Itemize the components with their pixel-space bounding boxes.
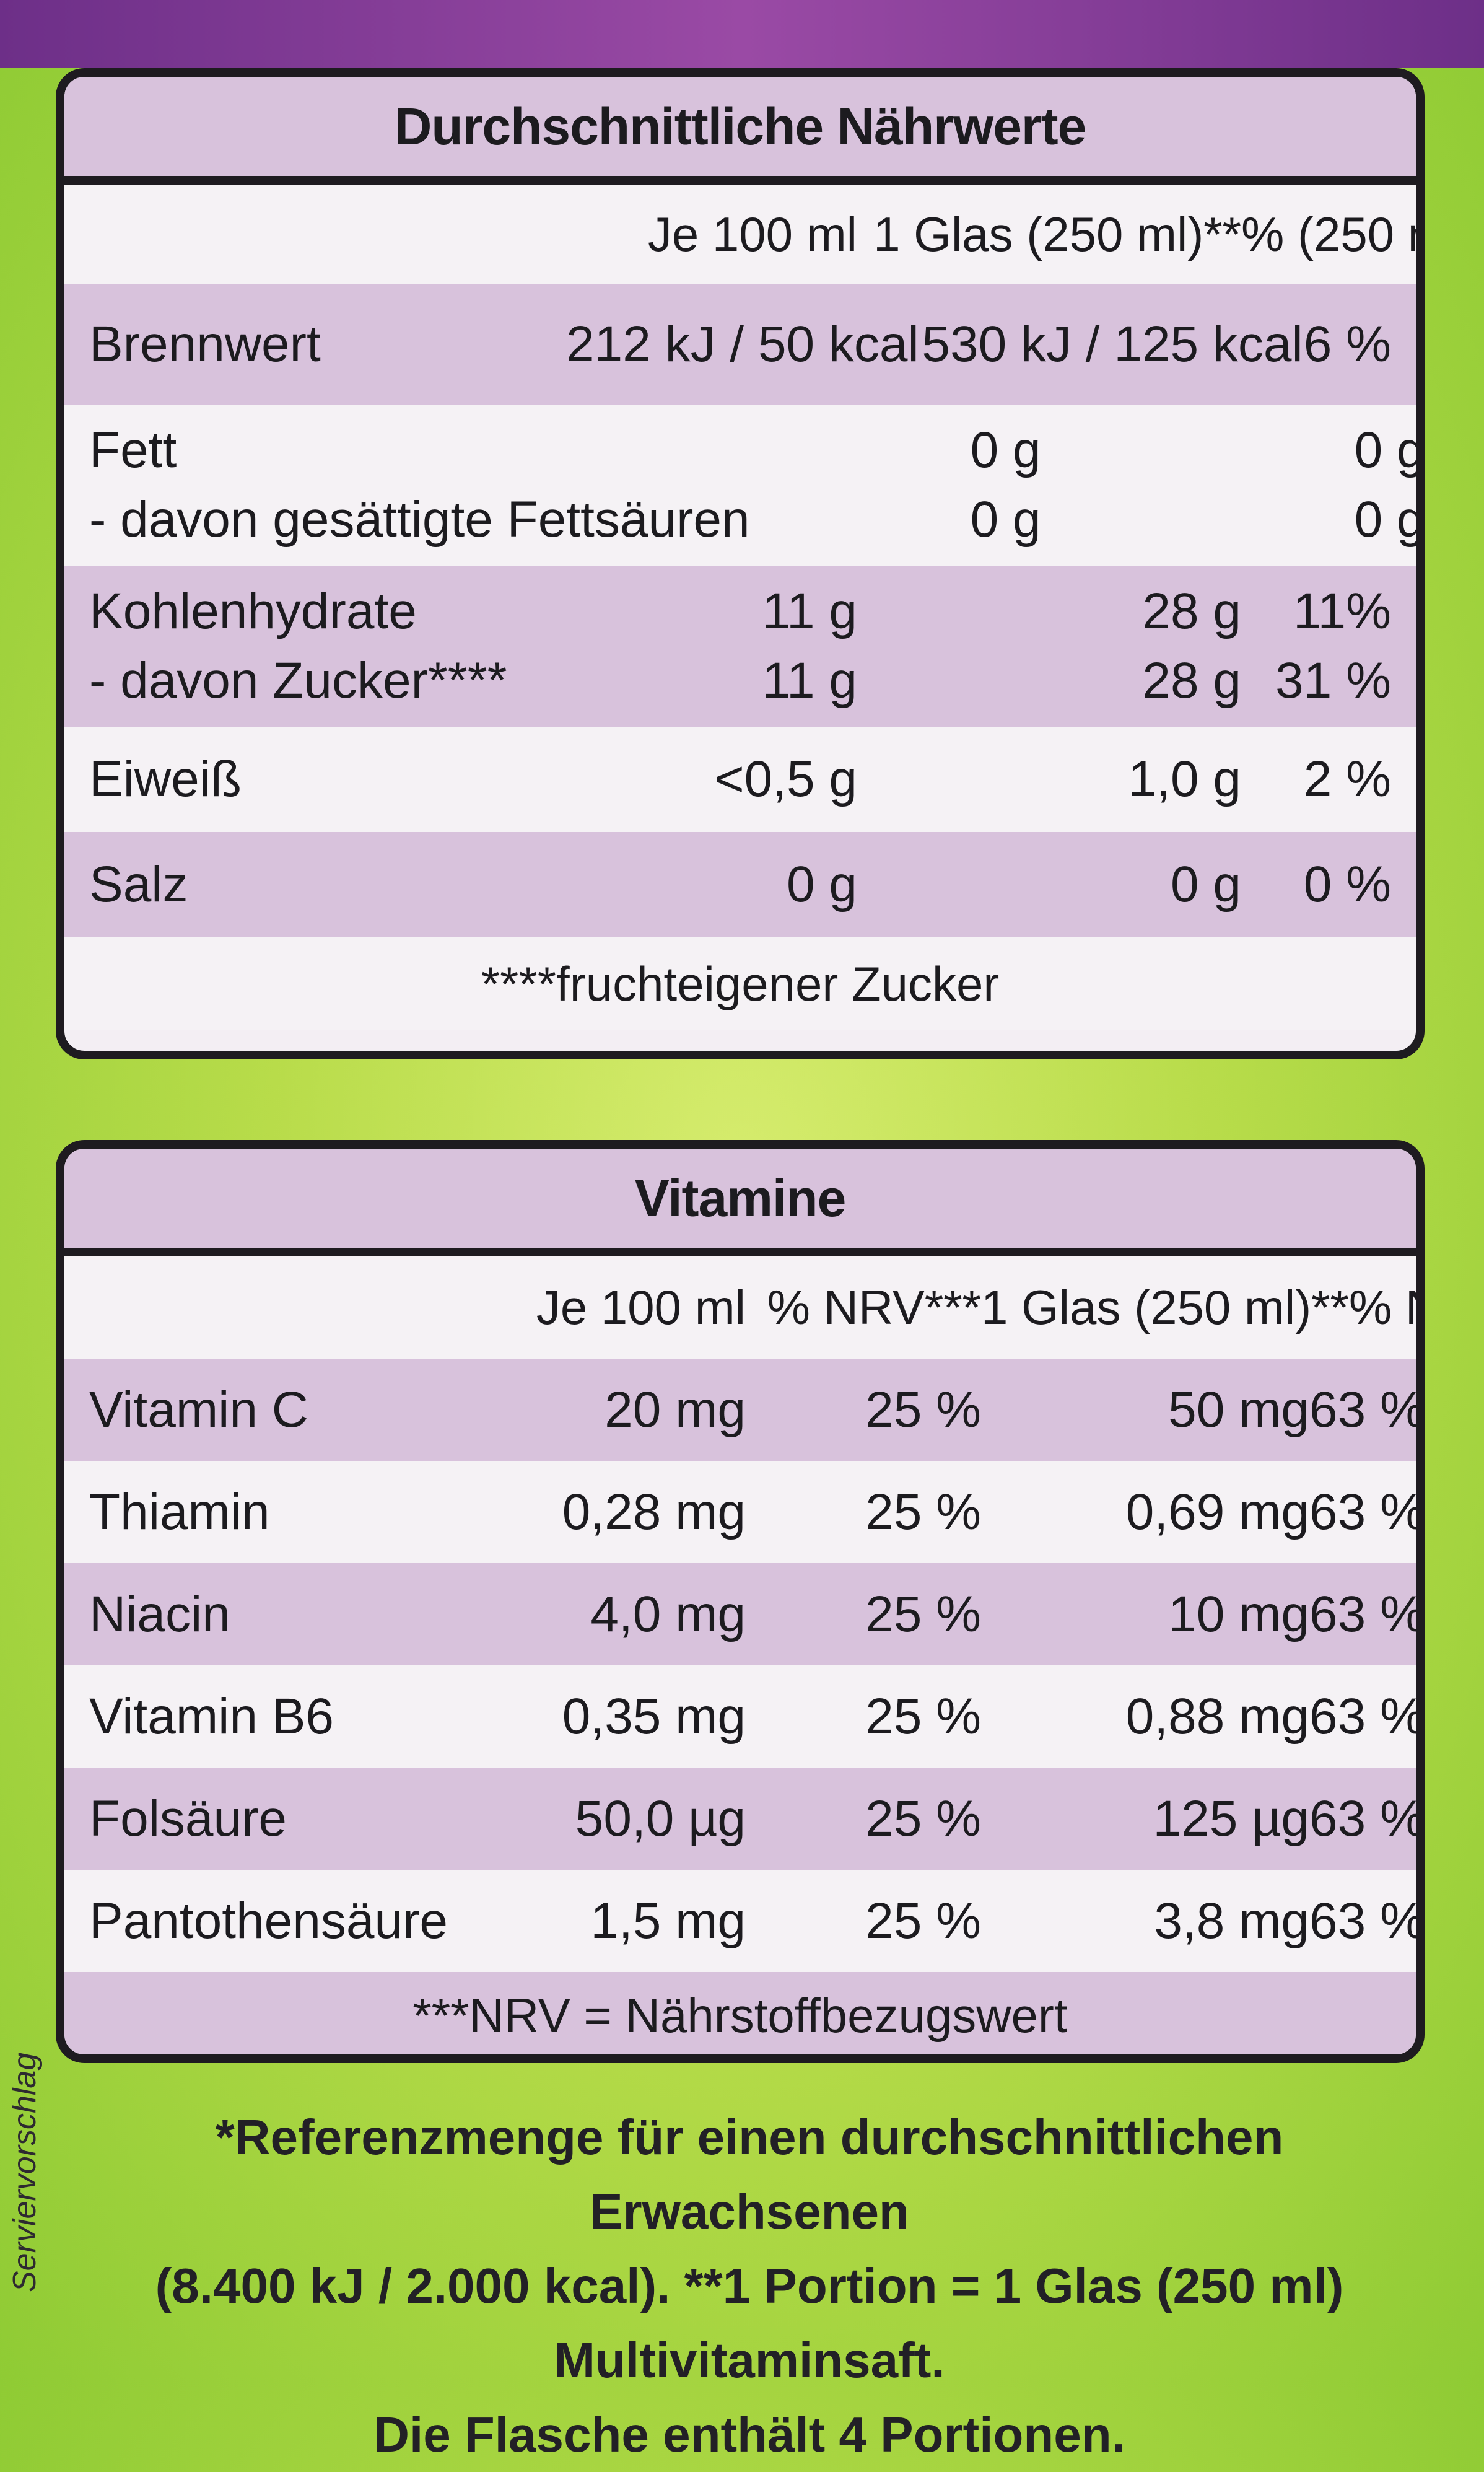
table-row: Brennwert 212 kJ / 50 kcal 530 kJ / 125 … [64,284,1416,405]
vitamin-label: Vitamin C [89,1381,308,1438]
table-row: Niacin 4,0 mg 25 % 10 mg 63 % [64,1563,1416,1665]
vitamin-label: Niacin [89,1585,230,1642]
table-row: Salz 0 g 0 g 0 % [64,832,1416,937]
header-per-glass: 1 Glas (250 ml)** [981,1280,1349,1335]
value-per-glass: 50 mg [1168,1381,1309,1438]
value-per-glass: 0 g [1171,856,1241,913]
value-nrv: 25 % [865,1381,981,1438]
value-per-100ml: 11 g [762,652,857,709]
nutrition-title: Durchschnittliche Nährwerte [64,77,1416,185]
vitamins-title: Vitamine [64,1149,1416,1256]
header-per-100ml: Je 100 ml [536,1280,746,1335]
table-row: Vitamin B6 0,35 mg 25 % 0,88 mg 63 % [64,1665,1416,1768]
value-nrv: 25 % [865,1483,981,1540]
vitamins-footnote-row: ***NRV = Nährstoffbezugswert [64,1972,1416,2054]
header-nrv: % NRV*** [767,1280,981,1335]
nutrition-footnote-row: ****fruchteigener Zucker [64,937,1416,1030]
value-per-100ml: 0,35 mg [562,1688,746,1745]
value-per-100ml: 1,5 mg [590,1892,746,1949]
value-per-100ml: 0 g [970,422,1041,478]
value-nrv: 25 % [865,1585,981,1642]
row-sublabel: - davon gesättigte Fettsäuren [89,491,750,548]
nutrition-header-row: Je 100 ml 1 Glas (250 ml)** % (250 ml)* [64,185,1416,284]
vitamins-footnote: ***NRV = Nährstoffbezugswert [412,1988,1068,2043]
value-per-glass: 530 kJ / 125 kcal [922,315,1303,372]
nutrition-footnote: ****fruchteigener Zucker [481,956,1000,1011]
row-label: Salz [89,856,188,913]
row-label: Kohlenhydrate [89,583,417,639]
value-per-100ml: 11 g [762,583,857,639]
reference-note-line: Die Flasche enthält 4 Portionen. [373,2407,1125,2462]
row-label: Eiweiß [89,751,242,807]
value-nrv-glass: 63 % [1309,1688,1425,1745]
header-per-glass: 1 Glas (250 ml)** [873,206,1241,261]
table-row-group-carbs: Kohlenhydrate - davon Zucker**** 11 g 11… [64,566,1416,727]
value-percent: 2 % [1303,751,1391,807]
value-percent: 6 % [1303,315,1391,372]
value-per-glass: 28 g [1142,652,1241,709]
value-nrv-glass: 63 % [1309,1892,1425,1949]
top-color-band [0,0,1484,68]
value-per-glass: 0 g [1354,491,1425,548]
vitamin-label: Thiamin [89,1483,270,1540]
value-per-100ml: 0 g [787,856,857,913]
value-percent: 11% [1293,583,1391,639]
header-percent: % (250 ml)* [1241,206,1416,261]
nutrition-table: Durchschnittliche Nährwerte Je 100 ml 1 … [56,68,1425,1059]
table-row-group-fat: Fett - davon gesättigte Fettsäuren 0 g 0… [64,405,1416,566]
vitamin-label: Folsäure [89,1790,287,1847]
vitamin-label: Vitamin B6 [89,1688,334,1745]
value-percent: 0 % [1303,856,1391,913]
value-per-glass: 28 g [1142,583,1241,639]
row-label: Brennwert [89,315,321,372]
value-per-glass: 125 µg [1153,1790,1309,1847]
value-per-glass: 0,88 mg [1125,1688,1309,1745]
row-label: Fett [89,422,177,478]
table-row: Pantothensäure 1,5 mg 25 % 3,8 mg 63 % [64,1870,1416,1972]
table-row: Folsäure 50,0 µg 25 % 125 µg 63 % [64,1768,1416,1870]
reference-note-line: (8.400 kJ / 2.000 kcal). **1 Portion = 1… [155,2258,1344,2388]
value-per-glass: 1,0 g [1128,751,1241,807]
value-per-100ml: 50,0 µg [575,1790,746,1847]
value-nrv: 25 % [865,1790,981,1847]
reference-note-line: *Referenzmenge für einen durchschnittlic… [215,2110,1284,2239]
value-nrv: 25 % [865,1892,981,1949]
value-per-100ml: 0,28 mg [562,1483,746,1540]
value-per-glass: 0 g [1354,422,1425,478]
table-row: Thiamin 0,28 mg 25 % 0,69 mg 63 % [64,1461,1416,1563]
reference-note: *Referenzmenge für einen durchschnittlic… [74,2100,1425,2472]
vitamins-header-row: Je 100 ml % NRV*** 1 Glas (250 ml)** % N… [64,1256,1416,1359]
value-per-100ml: 4,0 mg [590,1585,746,1642]
table-row: Vitamin C 20 mg 25 % 50 mg 63 % [64,1359,1416,1461]
value-per-100ml: 0 g [970,491,1041,548]
value-nrv-glass: 63 % [1309,1483,1425,1540]
table-row: Eiweiß <0,5 g 1,0 g 2 % [64,727,1416,832]
value-per-glass: 10 mg [1168,1585,1309,1642]
row-sublabel: - davon Zucker**** [89,652,507,709]
value-per-100ml: 20 mg [605,1381,746,1438]
side-caption: Serviervorschlag [7,2052,43,2292]
value-per-glass: 0,69 mg [1125,1483,1309,1540]
value-nrv-glass: 63 % [1309,1381,1425,1438]
vitamin-label: Pantothensäure [89,1892,448,1949]
value-nrv-glass: 63 % [1309,1790,1425,1847]
value-per-100ml: <0,5 g [714,751,857,807]
value-percent: 31 % [1275,652,1391,709]
vitamins-table: Vitamine Je 100 ml % NRV*** 1 Glas (250 … [56,1140,1425,2063]
value-nrv-glass: 63 % [1309,1585,1425,1642]
value-per-glass: 3,8 mg [1154,1892,1309,1949]
value-per-100ml: 212 kJ / 50 kcal [566,315,919,372]
header-per-100ml: Je 100 ml [647,206,857,261]
value-nrv: 25 % [865,1688,981,1745]
header-nrv-glass: % NRV*** [1348,1280,1416,1335]
